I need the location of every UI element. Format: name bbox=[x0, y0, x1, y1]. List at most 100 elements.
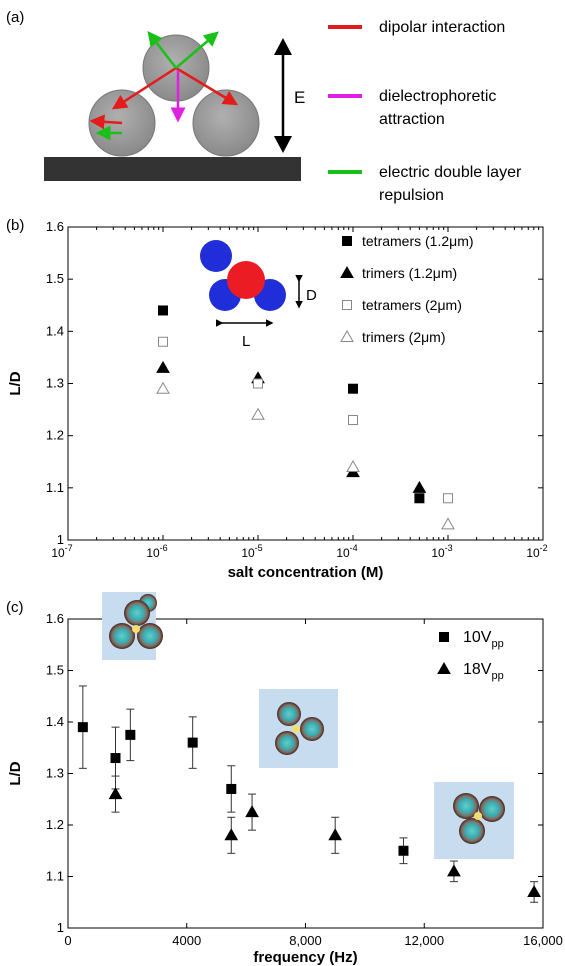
x-tick-label: 10-7 bbox=[51, 543, 72, 560]
x-tick-label-base: 10 bbox=[526, 546, 540, 560]
legend-marker bbox=[439, 632, 449, 642]
x-tick-label-exponent: -7 bbox=[65, 543, 73, 553]
panel-c-label: (c) bbox=[6, 599, 24, 616]
legend-label: electric double layer bbox=[379, 164, 522, 181]
x-tick-label: 4000 bbox=[172, 933, 201, 948]
legend-label: trimers (1.2μm) bbox=[362, 265, 457, 281]
x-tick-label: 10-2 bbox=[526, 543, 547, 560]
data-point bbox=[328, 828, 343, 841]
micrograph-1-bead bbox=[109, 623, 135, 649]
legend-marker bbox=[340, 329, 354, 342]
data-point bbox=[245, 805, 259, 818]
panel-b: (b) 10-7 10-6 10-5 10-4 10-3 10-211.11.21.31.… bbox=[6, 217, 548, 581]
micrograph-3-center bbox=[474, 812, 482, 820]
field-label: E bbox=[294, 88, 305, 107]
micrograph-3-bead bbox=[453, 793, 479, 819]
legend-label: tetramers (2μm) bbox=[362, 297, 462, 313]
data-point bbox=[414, 493, 425, 504]
y-tick-label: 1.5 bbox=[46, 271, 64, 286]
micrograph-2-bead bbox=[275, 731, 299, 755]
legend-label-subscript: pp bbox=[491, 638, 503, 650]
x-tick-label-exponent: -2 bbox=[540, 543, 548, 553]
force-arrows bbox=[89, 31, 239, 141]
field-arrow: E bbox=[274, 38, 305, 153]
legend-label: tetramers (1.2μm) bbox=[362, 233, 474, 249]
micrograph-2 bbox=[259, 689, 338, 768]
legend-label: dielectrophoretic bbox=[379, 88, 496, 105]
y-tick-label: 1 bbox=[57, 532, 64, 547]
micrograph-1 bbox=[102, 592, 163, 660]
y-tick-label: 1.2 bbox=[46, 817, 64, 832]
micrograph-2-bead bbox=[277, 702, 301, 726]
frequency-chart: 0 4000 8,000 12,000 16,000 1 1.1 1.2 1.3 1.4 1.5 1.… bbox=[7, 611, 563, 966]
data-point bbox=[108, 787, 123, 800]
y-tick-label: 1.5 bbox=[46, 663, 64, 678]
x-tick-label-base: 10 bbox=[146, 546, 160, 560]
y-tick-label: 1.4 bbox=[46, 714, 64, 729]
panel-a-legend: dipolar interaction dielectrophoretic attr… bbox=[328, 19, 522, 204]
y-axis-label: L/D bbox=[7, 371, 24, 395]
inset-bead-top bbox=[200, 240, 232, 272]
data-point bbox=[125, 729, 136, 740]
data-point bbox=[527, 884, 541, 897]
data-point bbox=[110, 753, 121, 764]
data-point bbox=[158, 336, 168, 347]
dipolar-arrow-left bbox=[111, 66, 177, 110]
field-arrow-up-head bbox=[274, 38, 292, 55]
data-point bbox=[253, 378, 263, 389]
y-tick-label: 1.1 bbox=[46, 480, 64, 495]
x-axis-label: frequency (Hz) bbox=[253, 949, 357, 966]
micrograph-3 bbox=[434, 782, 514, 859]
panel-c: (c) 0 4000 8,000 12,000 16,000 1 1.1 1.2 1.3 1.4 1… bbox=[6, 592, 563, 966]
repulsion-arrow-right bbox=[175, 31, 219, 69]
legend-label: 18Vpp bbox=[463, 661, 504, 682]
data-point bbox=[251, 407, 265, 420]
field-arrow-down-head bbox=[274, 136, 292, 153]
legend-label-subscript: pp bbox=[491, 670, 503, 682]
plot-frame bbox=[67, 226, 544, 541]
legend-marker bbox=[342, 236, 352, 246]
y-tick-label: 1.2 bbox=[46, 428, 64, 443]
y-tick-label: 1.4 bbox=[46, 323, 64, 338]
particle-right bbox=[192, 89, 260, 157]
x-tick-label-base: 10 bbox=[241, 546, 255, 560]
data-point bbox=[441, 517, 455, 530]
d-dimension-label: D bbox=[306, 287, 317, 304]
data-point bbox=[226, 783, 237, 794]
x-tick-label: 10-4 bbox=[336, 543, 357, 560]
data-point bbox=[447, 864, 461, 877]
x-tick-label: 10-6 bbox=[146, 543, 167, 560]
trimer-inset: D L bbox=[200, 240, 317, 350]
data-point bbox=[224, 828, 239, 841]
micrograph-1-bead bbox=[137, 623, 163, 649]
legend-marker bbox=[342, 300, 352, 310]
x-tick-label: 10-3 bbox=[431, 543, 452, 560]
x-tick-label: 12,000 bbox=[404, 933, 444, 948]
x-tick-label-base: 10 bbox=[51, 546, 65, 560]
micrograph-2-bead bbox=[300, 717, 324, 741]
y-tick-label: 1.1 bbox=[46, 869, 64, 884]
y-tick-label: 1.6 bbox=[46, 219, 64, 234]
salt-chart: 10-7 10-6 10-5 10-4 10-3 10-211.11.21.31.41.5… bbox=[7, 219, 548, 581]
x-tick-label: 10-5 bbox=[241, 543, 262, 560]
dipolar-arrow-right bbox=[175, 66, 239, 106]
inset-bead-center bbox=[227, 261, 265, 299]
y-tick-label: 1.3 bbox=[46, 376, 64, 391]
x-tick-label: 8,000 bbox=[289, 933, 322, 948]
substrate bbox=[44, 157, 301, 181]
x-tick-label-exponent: -5 bbox=[255, 543, 263, 553]
data-point bbox=[77, 722, 88, 733]
panel-b-label: (b) bbox=[6, 217, 24, 234]
legend-label: repulsion bbox=[379, 187, 444, 204]
panel-a: (a) E dipolar interaction dielectrophoret… bbox=[6, 9, 522, 204]
y-tick-label: 1.3 bbox=[46, 766, 64, 781]
l-dimension-label: L bbox=[242, 333, 250, 350]
data-point bbox=[156, 360, 170, 373]
panel-a-label: (a) bbox=[6, 9, 24, 26]
legend-label-base: 10V bbox=[463, 629, 492, 646]
data-point bbox=[348, 415, 358, 426]
data-point bbox=[156, 381, 170, 394]
legend-label: attraction bbox=[379, 111, 445, 128]
data-point bbox=[412, 480, 427, 493]
